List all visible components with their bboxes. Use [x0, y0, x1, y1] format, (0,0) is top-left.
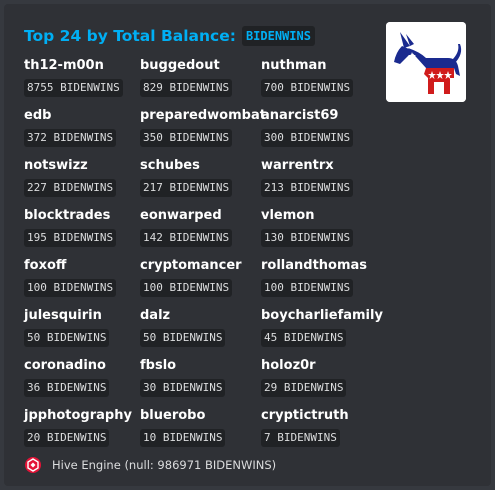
entry-balance: 130 BIDENWINS — [261, 229, 354, 247]
entry-username: schubes — [140, 158, 200, 173]
leaderboard-entry: rollandthomas 100 BIDENWINS — [261, 258, 391, 308]
leaderboard-entry: bluerobo 10 BIDENWINS — [140, 408, 261, 458]
leaderboard-entry: anarcist69 300 BIDENWINS — [261, 108, 391, 158]
leaderboard-entry: preparedwombat 350 BIDENWINS — [140, 108, 266, 158]
entry-balance: 36 BIDENWINS — [24, 379, 110, 397]
embed-title-text: Top 24 by Total Balance: — [24, 27, 236, 45]
leaderboard-entry: buggedout 829 BIDENWINS — [140, 58, 261, 108]
entry-username: edb — [24, 108, 52, 123]
entry-balance: 217 BIDENWINS — [140, 179, 233, 197]
entry-username: cryptomancer — [140, 258, 242, 273]
entry-username: notswizz — [24, 158, 88, 173]
entry-username: fbslo — [140, 358, 177, 373]
entry-balance: 350 BIDENWINS — [140, 129, 233, 147]
entry-username: cryptictruth — [261, 408, 349, 423]
embed-footer: Hive Engine (null: 986971 BIDENWINS) — [24, 456, 276, 474]
entry-username: foxoff — [24, 258, 67, 273]
entry-balance: 20 BIDENWINS — [24, 429, 110, 447]
entry-balance: 227 BIDENWINS — [24, 179, 117, 197]
entry-balance: 45 BIDENWINS — [261, 329, 347, 347]
entry-username: coronadino — [24, 358, 106, 373]
leaderboard-entry: nuthman 700 BIDENWINS — [261, 58, 391, 108]
leaderboard-entry: foxoff 100 BIDENWINS — [24, 258, 140, 308]
entry-username: jpphotography — [24, 408, 132, 423]
entry-balance: 195 BIDENWINS — [24, 229, 117, 247]
entry-balance: 50 BIDENWINS — [140, 329, 226, 347]
footer-text: Hive Engine (null: 986971 BIDENWINS) — [52, 458, 277, 472]
entry-username: boycharliefamily — [261, 308, 383, 323]
entry-balance: 829 BIDENWINS — [140, 79, 233, 97]
leaderboard-entry: coronadino 36 BIDENWINS — [24, 358, 140, 408]
democratic-donkey-logo-icon — [386, 22, 466, 102]
leaderboard-entry: th12-m00n 8755 BIDENWINS — [24, 58, 140, 108]
leaderboard-entry: boycharliefamily 45 BIDENWINS — [261, 308, 391, 358]
entry-balance: 7 BIDENWINS — [261, 429, 340, 447]
entry-username: vlemon — [261, 208, 315, 223]
entry-balance: 142 BIDENWINS — [140, 229, 233, 247]
entry-balance: 8755 BIDENWINS — [24, 79, 123, 97]
leaderboard-entry: schubes 217 BIDENWINS — [140, 158, 261, 208]
leaderboard-entry: blocktrades 195 BIDENWINS — [24, 208, 140, 258]
embed-title: Top 24 by Total Balance: BIDENWINS — [24, 26, 315, 46]
leaderboard-grid: th12-m00n 8755 BIDENWINS buggedout 829 BIDE… — [24, 58, 391, 458]
entry-balance: 300 BIDENWINS — [261, 129, 354, 147]
entry-username: bluerobo — [140, 408, 206, 423]
entry-username: buggedout — [140, 58, 220, 73]
leaderboard-entry: warrentrx 213 BIDENWINS — [261, 158, 391, 208]
entry-username: preparedwombat — [140, 108, 266, 123]
entry-username: eonwarped — [140, 208, 222, 223]
leaderboard-entry: vlemon 130 BIDENWINS — [261, 208, 391, 258]
leaderboard-entry: holoz0r 29 BIDENWINS — [261, 358, 391, 408]
entry-username: rollandthomas — [261, 258, 368, 273]
entry-balance: 30 BIDENWINS — [140, 379, 226, 397]
entry-balance: 10 BIDENWINS — [140, 429, 226, 447]
leaderboard-entry: julesquirin 50 BIDENWINS — [24, 308, 140, 358]
entry-username: dalz — [140, 308, 171, 323]
leaderboard-entry: dalz 50 BIDENWINS — [140, 308, 261, 358]
entry-balance: 29 BIDENWINS — [261, 379, 347, 397]
entry-balance: 372 BIDENWINS — [24, 129, 117, 147]
leaderboard-entry: notswizz 227 BIDENWINS — [24, 158, 140, 208]
leaderboard-entry: cryptictruth 7 BIDENWINS — [261, 408, 391, 458]
leaderboard-entry: eonwarped 142 BIDENWINS — [140, 208, 261, 258]
entry-username: warrentrx — [261, 158, 334, 173]
hive-engine-icon — [25, 457, 41, 473]
entry-balance: 100 BIDENWINS — [24, 279, 117, 297]
entry-balance: 700 BIDENWINS — [261, 79, 354, 97]
entry-username: julesquirin — [24, 308, 102, 323]
entry-username: anarcist69 — [261, 108, 339, 123]
entry-username: holoz0r — [261, 358, 316, 373]
entry-username: blocktrades — [24, 208, 111, 223]
leaderboard-entry: edb 372 BIDENWINS — [24, 108, 140, 158]
leaderboard-entry: jpphotography 20 BIDENWINS — [24, 408, 140, 458]
entry-balance: 50 BIDENWINS — [24, 329, 110, 347]
entry-username: th12-m00n — [24, 58, 104, 73]
leaderboard-embed: Top 24 by Total Balance: BIDENWINS — [4, 4, 491, 486]
leaderboard-entry: cryptomancer 100 BIDENWINS — [140, 258, 261, 308]
leaderboard-entry: fbslo 30 BIDENWINS — [140, 358, 261, 408]
entry-username: nuthman — [261, 58, 327, 73]
entry-balance: 100 BIDENWINS — [261, 279, 354, 297]
embed-title-token: BIDENWINS — [241, 26, 315, 46]
entry-balance: 213 BIDENWINS — [261, 179, 354, 197]
entry-balance: 100 BIDENWINS — [140, 279, 233, 297]
